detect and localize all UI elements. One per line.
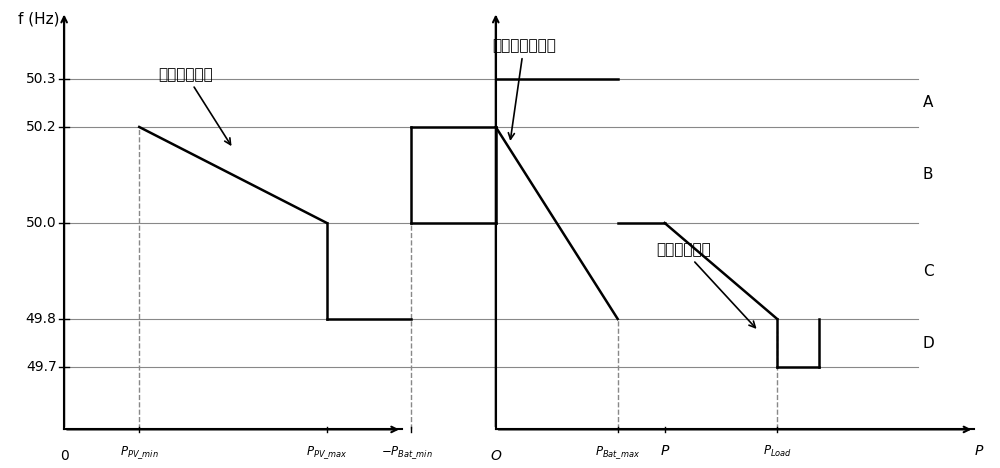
Text: $P_{PV\_max}$: $P_{PV\_max}$ [306,444,348,461]
Text: A: A [923,95,933,110]
Text: O: O [490,449,501,463]
Text: 0: 0 [60,449,69,463]
Text: C: C [923,263,933,278]
Text: $-P_{Bat\_min}$: $-P_{Bat\_min}$ [381,444,433,461]
Text: P: P [660,444,669,458]
Text: 负载变化曲线: 负载变化曲线 [656,242,755,328]
Text: D: D [923,336,934,351]
Text: $P_{Bat\_max}$: $P_{Bat\_max}$ [595,444,640,461]
Text: 光伏下垂曲线: 光伏下垂曲线 [159,67,231,145]
Text: $P_{PV\_min}$: $P_{PV\_min}$ [120,444,159,461]
Text: 50.3: 50.3 [26,72,57,86]
Text: P: P [975,444,983,458]
Text: $P_{Load}$: $P_{Load}$ [763,444,792,459]
Text: 蓄电池下垂曲线: 蓄电池下垂曲线 [492,38,556,139]
Text: f (Hz): f (Hz) [18,12,59,27]
Text: B: B [923,168,933,183]
Text: 50.2: 50.2 [26,120,57,134]
Text: 49.7: 49.7 [26,360,57,374]
Text: 49.8: 49.8 [26,312,57,326]
Text: 50.0: 50.0 [26,216,57,230]
